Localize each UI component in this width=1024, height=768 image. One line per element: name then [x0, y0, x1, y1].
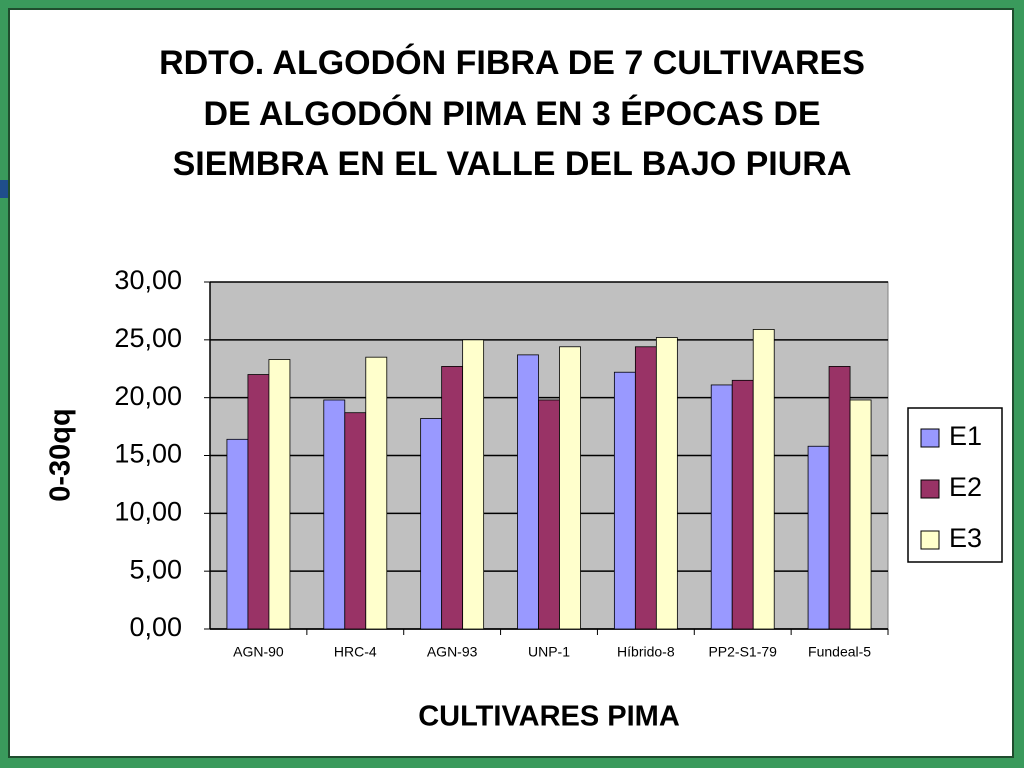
y-tick-label: 5,00 [129, 554, 182, 584]
x-tick-label: PP2-S1-79 [708, 644, 777, 660]
bar [226, 438, 249, 630]
bar [420, 418, 443, 630]
bar [710, 384, 733, 630]
x-tick-label: Híbrido-8 [617, 644, 675, 660]
bar [462, 339, 485, 630]
bar [828, 366, 851, 630]
y-tick-label: 10,00 [114, 496, 182, 526]
bar [268, 359, 291, 630]
y-tick-label: 0,00 [129, 612, 182, 642]
bar [247, 374, 270, 630]
legend-swatch [920, 479, 940, 499]
side-mark [0, 180, 8, 198]
bar [655, 337, 678, 630]
legend-swatch [920, 428, 940, 448]
chart-title: RDTO. ALGODÓN FIBRA DE 7 CULTIVARES DE A… [159, 44, 865, 183]
x-tick-label: Fundeal-5 [808, 644, 871, 660]
bar [344, 412, 367, 630]
y-axis-label: 0-30qq [45, 408, 77, 501]
bar [517, 354, 539, 630]
bar [365, 356, 388, 630]
bar [538, 399, 560, 630]
x-tick-label: AGN-90 [233, 644, 284, 660]
bar [849, 399, 872, 630]
y-tick-label: 30,00 [114, 265, 182, 295]
y-tick-label: 15,00 [114, 439, 182, 469]
legend-swatch [920, 530, 940, 550]
y-tick-label: 20,00 [114, 381, 182, 411]
bar [634, 346, 657, 630]
bar [752, 329, 775, 630]
bar [731, 379, 754, 630]
bar [441, 366, 464, 630]
bar [613, 371, 636, 630]
legend-label: E2 [949, 472, 982, 502]
legend-label: E1 [949, 421, 982, 451]
x-axis-label: CULTIVARES PIMA [418, 701, 680, 733]
y-tick-label: 25,00 [114, 323, 182, 353]
x-tick-label: AGN-93 [427, 644, 478, 660]
bar [807, 445, 830, 630]
x-tick-label: UNP-1 [528, 644, 570, 660]
legend-label: E3 [949, 523, 982, 553]
inner-frame [8, 8, 1014, 758]
x-tick-label: HRC-4 [334, 644, 377, 660]
bar [323, 399, 346, 630]
bar [559, 346, 581, 630]
